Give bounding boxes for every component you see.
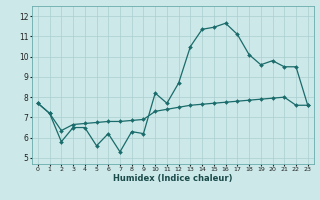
X-axis label: Humidex (Indice chaleur): Humidex (Indice chaleur) (113, 174, 233, 183)
